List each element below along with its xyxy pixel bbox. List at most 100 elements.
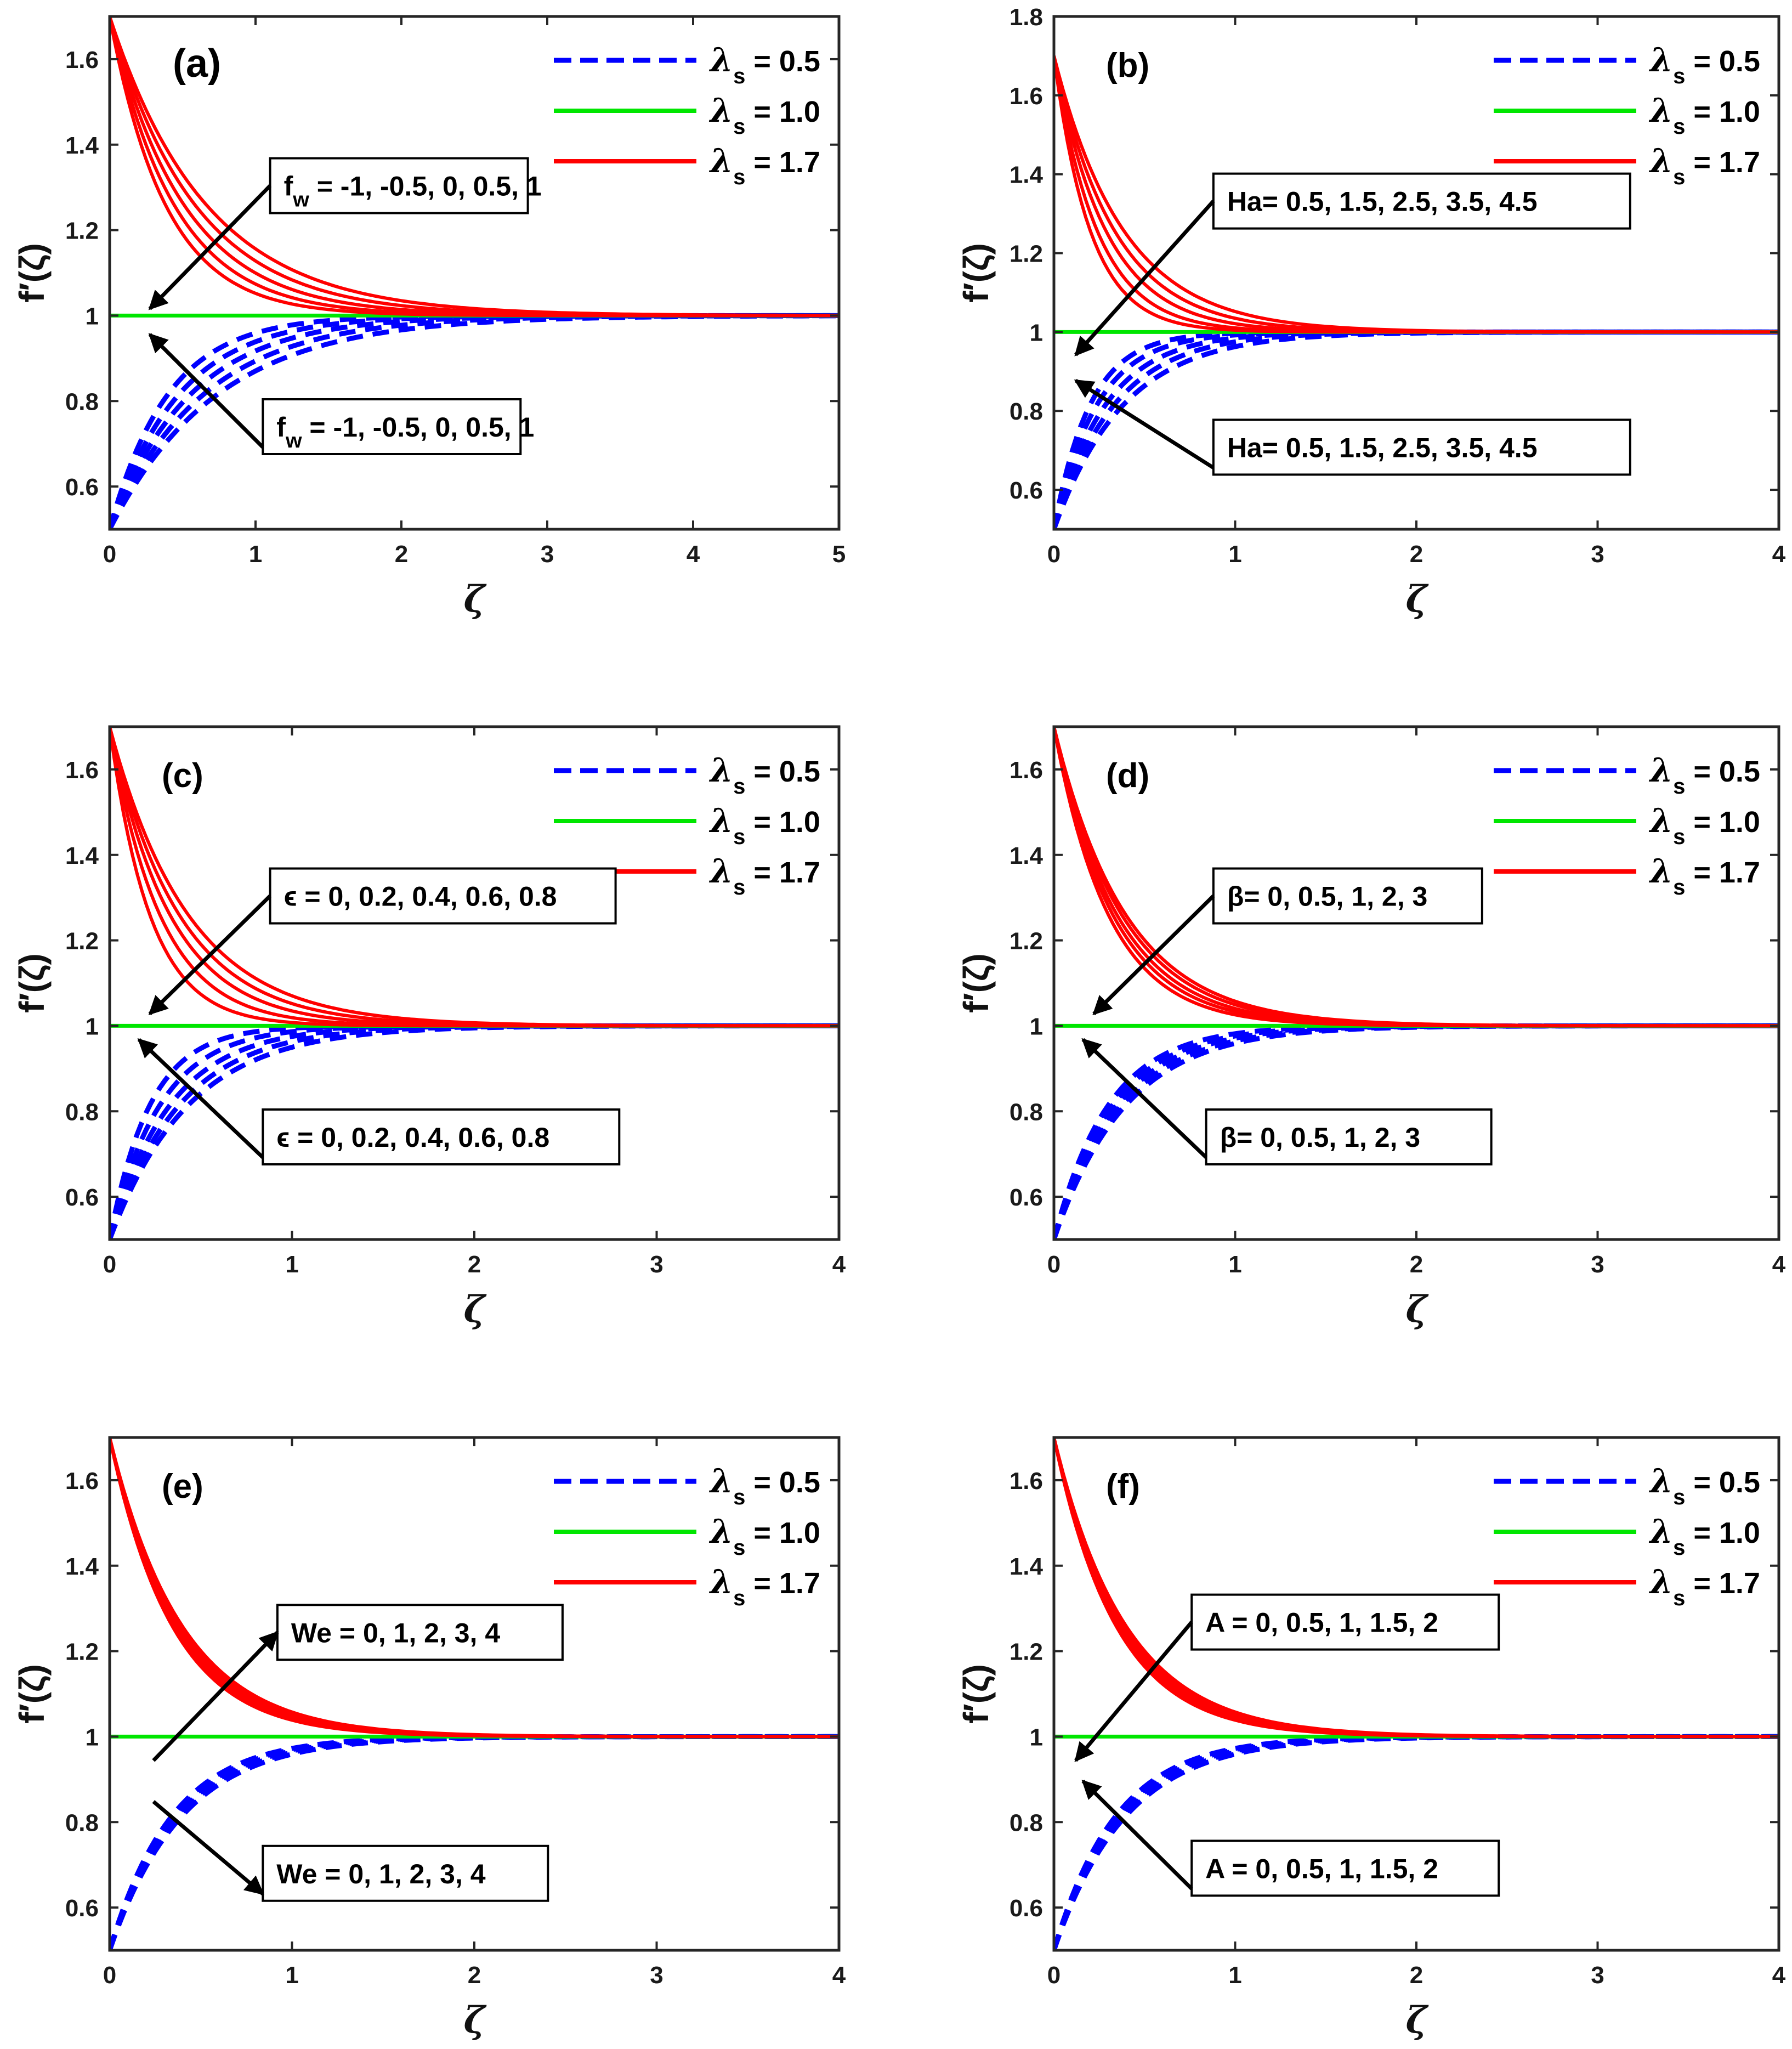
legend-value: = 0.5 xyxy=(1685,45,1760,78)
legend-symbol: λ xyxy=(708,1462,733,1501)
x-tick-label: 2 xyxy=(1410,1962,1423,1989)
legend-entry: λs = 1.7 xyxy=(708,852,820,899)
annotation-subscript: w xyxy=(285,429,302,452)
legend-subscript: s xyxy=(733,1485,745,1509)
annotation-text: fw = -1, -0.5, 0, 0.5, 1 xyxy=(276,412,534,452)
annotation-box xyxy=(262,1844,549,1902)
legend-entry: λs = 1.7 xyxy=(1648,1563,1760,1610)
x-axis-label: ζ xyxy=(463,1999,486,2041)
panel-label: (c) xyxy=(162,757,203,795)
annotation-main: Ha= 0.5, 1.5, 2.5, 3.5, 4.5 xyxy=(1227,186,1538,217)
legend-subscript: s xyxy=(733,825,745,849)
legend: λs = 0.5λs = 1.0λs = 1.7 xyxy=(554,751,820,899)
legend-value: = 1.7 xyxy=(745,1567,820,1600)
y-tick-label: 1.4 xyxy=(1010,162,1044,189)
legend-entry: λs = 0.5 xyxy=(708,1462,820,1509)
y-tick-label: 0.8 xyxy=(65,388,99,415)
x-axis-label: ζ xyxy=(1405,1288,1428,1331)
legend-subscript: s xyxy=(1673,825,1685,849)
chart-panel-f: 0 1 2 3 40.60.811.21.41.6ζf′(ζ)(f) λs = 0.5λs… xyxy=(956,1436,1786,2041)
legend-value: = 1.7 xyxy=(1685,856,1760,889)
legend-value: = 1.0 xyxy=(1685,806,1760,839)
legend-subscript: s xyxy=(1673,115,1685,139)
legend-subscript: s xyxy=(1673,64,1685,88)
legend-value: = 1.0 xyxy=(1685,1516,1760,1549)
y-axis-label: f′(ζ) xyxy=(956,243,996,303)
x-tick-label: 2 xyxy=(1410,541,1423,568)
x-tick-label: 3 xyxy=(541,541,554,568)
y-tick-label: 1.2 xyxy=(65,1639,99,1666)
curves xyxy=(110,727,839,1239)
legend-entry: λs = 1.7 xyxy=(708,142,820,189)
series-lambda-1.7-curve-5 xyxy=(1054,727,1779,1028)
x-tick-label: 0 xyxy=(1047,1962,1061,1989)
series-lambda-0.5-curve-4 xyxy=(1054,1023,1779,1239)
x-tick-label: 3 xyxy=(1591,1251,1604,1278)
annotation-subscript: w xyxy=(292,189,309,212)
legend-value: = 1.0 xyxy=(745,806,820,839)
series-lambda-1.7-curve-5 xyxy=(110,727,839,1028)
annotation-arrow xyxy=(1074,378,1215,469)
x-tick-label: 4 xyxy=(832,1962,846,1989)
chart-panel-c: 0 1 2 3 40.60.811.21.41.6ζf′(ζ)(c) λs = 0.5λs… xyxy=(12,725,846,1331)
series-lambda-0.5-curve-5 xyxy=(110,1023,839,1239)
legend-value: = 1.0 xyxy=(1685,95,1760,128)
y-tick-label: 1.4 xyxy=(65,1553,99,1580)
chart-panel-a: 0 1 2 3 4 50.60.811.21.41.6ζf′(ζ)(a) λs = 0.5λ… xyxy=(12,15,846,620)
legend-subscript: s xyxy=(1673,774,1685,799)
y-tick-label: 0.8 xyxy=(1010,398,1043,425)
x-tick-label: 0 xyxy=(1047,1251,1061,1278)
legend-symbol: λ xyxy=(1648,852,1673,891)
legend-symbol: λ xyxy=(708,1563,733,1601)
annotation-box xyxy=(262,1108,621,1165)
annotation-arrow xyxy=(1081,1779,1193,1890)
annotation-rest: = -1, -0.5, 0, 0.5, 1 xyxy=(309,171,542,202)
y-tick-label: 1.6 xyxy=(65,1468,99,1495)
x-tick-label: 0 xyxy=(103,1962,116,1989)
curves xyxy=(110,1437,839,1950)
series-lambda-1.7-curve-5 xyxy=(110,16,839,318)
y-tick-label: 0.6 xyxy=(65,1184,99,1211)
annotation-text: β= 0, 0.5, 1, 2, 3 xyxy=(1227,881,1427,912)
legend-entry: λs = 0.5 xyxy=(1648,1462,1760,1509)
x-axis-label: ζ xyxy=(463,578,486,620)
x-tick-label: 2 xyxy=(468,1962,481,1989)
curves xyxy=(1054,55,1779,529)
annotation-main: β= 0, 0.5, 1, 2, 3 xyxy=(1220,1122,1420,1153)
panel-label: (e) xyxy=(162,1468,203,1505)
x-tick-label: 1 xyxy=(249,541,262,568)
legend-symbol: λ xyxy=(1648,751,1673,790)
legend-entry: λs = 1.0 xyxy=(708,1513,820,1560)
legend-value: = 1.0 xyxy=(745,1516,820,1549)
legend-symbol: λ xyxy=(708,751,733,790)
y-tick-label: 1.4 xyxy=(65,842,99,869)
x-tick-label: 4 xyxy=(687,541,700,568)
y-tick-label: 0.6 xyxy=(1010,1895,1043,1922)
legend-subscript: s xyxy=(1673,165,1685,189)
series-lambda-1.7-curve-5 xyxy=(1054,1437,1779,1739)
x-tick-label: 4 xyxy=(1772,541,1786,568)
annotation-arrow xyxy=(1074,1621,1193,1762)
annotation-box xyxy=(269,867,617,925)
y-tick-label: 1.2 xyxy=(65,218,99,245)
y-tick-label: 1.6 xyxy=(65,757,99,784)
legend-entry: λs = 0.5 xyxy=(708,41,820,88)
legend-symbol: λ xyxy=(708,142,733,180)
legend-symbol: λ xyxy=(708,802,733,840)
legend-symbol: λ xyxy=(1648,802,1673,840)
annotation-arrow xyxy=(152,1631,279,1762)
y-tick-label: 1 xyxy=(1030,319,1043,346)
legend-value: = 0.5 xyxy=(745,1466,820,1499)
legend-subscript: s xyxy=(1673,1485,1685,1509)
annotation-arrow xyxy=(1074,200,1215,356)
annotation-arrow xyxy=(137,1038,264,1159)
legend: λs = 0.5λs = 1.0λs = 1.7 xyxy=(1494,751,1760,899)
x-tick-label: 4 xyxy=(1772,1251,1786,1278)
y-tick-label: 0.6 xyxy=(1010,477,1043,504)
y-tick-label: 1.6 xyxy=(1010,1468,1043,1495)
legend-entry: λs = 1.7 xyxy=(1648,852,1760,899)
x-tick-label: 0 xyxy=(103,541,116,568)
legend-symbol: λ xyxy=(1648,1513,1673,1551)
y-axis-label: f′(ζ) xyxy=(12,243,52,303)
